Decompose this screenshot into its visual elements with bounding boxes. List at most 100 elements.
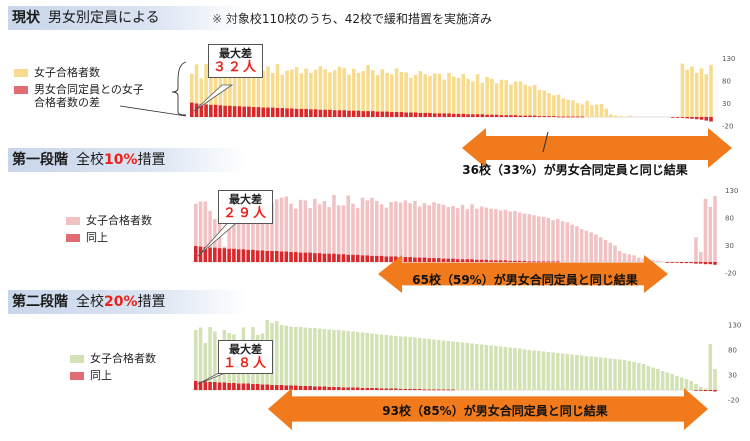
bar-girls-passed — [708, 207, 713, 262]
bar-gap — [522, 260, 527, 262]
bar-girls-passed — [536, 216, 541, 262]
bar-gap — [285, 108, 289, 117]
y-tick-label: 130 — [728, 322, 741, 330]
bar-girls-passed — [599, 103, 604, 117]
bar-girls-passed — [255, 200, 260, 262]
bar-girls-passed — [699, 68, 704, 117]
bar-girls-passed — [232, 204, 236, 262]
bar-gap — [428, 112, 432, 117]
bar-gap — [290, 108, 294, 117]
bar-gap — [275, 108, 280, 117]
bar-gap — [699, 117, 704, 120]
bar-girls-passed — [341, 205, 346, 262]
bar-gap — [461, 113, 466, 117]
bar-girls-passed — [703, 388, 708, 390]
bar-girls-passed — [532, 85, 537, 117]
bar-gap — [427, 389, 431, 391]
bar-girls-passed — [503, 347, 508, 390]
bar-gap — [332, 253, 336, 262]
bar-gap — [342, 110, 346, 117]
bar-gap — [679, 262, 684, 264]
bar-gap — [571, 116, 575, 118]
bar-girls-passed — [375, 200, 379, 262]
bar-gap — [575, 116, 580, 118]
bar-gap — [313, 253, 317, 262]
bar-gap — [389, 388, 393, 390]
bar-girls-passed — [289, 326, 293, 390]
bar-girls-passed — [417, 206, 422, 262]
y-tick-label: 130 — [725, 187, 738, 195]
bar-gap — [504, 115, 508, 117]
bar-girls-passed — [447, 72, 451, 117]
bar-gap — [671, 117, 675, 118]
bar-gap — [370, 388, 374, 390]
bar-girls-passed — [490, 78, 494, 117]
bar-girls-passed — [365, 333, 370, 390]
bar-gap — [270, 251, 274, 262]
bar-girls-passed — [566, 99, 570, 117]
bar-gap — [432, 113, 437, 117]
bar-gap — [698, 390, 703, 391]
bar-gap — [298, 386, 303, 390]
bar-girls-passed — [508, 211, 512, 262]
bar-gap — [413, 389, 417, 390]
bar-girls-passed — [342, 67, 346, 117]
bar-girls-passed — [622, 360, 627, 390]
bar-girls-passed — [589, 356, 593, 390]
bar-girls-passed — [389, 202, 393, 262]
bar-girls-passed — [341, 330, 346, 390]
bar-gap — [670, 262, 674, 263]
bar-gap — [422, 389, 427, 391]
bar-gap — [260, 250, 265, 262]
bar-gap — [241, 249, 246, 262]
y-tick-label: 80 — [725, 215, 734, 223]
bar-girls-passed — [336, 205, 341, 262]
result-text-stage1: 65校（59%）が男女合同定員と同じ結果 — [412, 273, 638, 287]
bar-gap — [552, 116, 556, 117]
bar-girls-passed — [432, 202, 436, 262]
bar-girls-passed — [203, 343, 208, 390]
bar-girls-passed — [356, 72, 361, 117]
bar-gap — [294, 385, 298, 390]
bar-girls-passed — [194, 330, 198, 390]
bar-gap — [432, 258, 436, 262]
bar-girls-passed — [371, 70, 375, 117]
bar-gap — [441, 258, 446, 262]
chart-current: 130 80 30 -20 — [119, 55, 735, 168]
bar-gap — [561, 116, 566, 118]
bar-girls-passed — [309, 72, 313, 117]
bar-girls-passed — [408, 203, 412, 262]
bar-gap — [542, 116, 547, 117]
bar-girls-passed — [265, 209, 270, 262]
bar-gap — [684, 262, 689, 264]
bar-gap — [289, 385, 293, 390]
bar-girls-passed — [541, 216, 546, 262]
bar-girls-passed — [479, 206, 484, 262]
bar-gap — [346, 387, 350, 390]
bar-girls-passed — [360, 332, 365, 390]
bar-gap — [327, 387, 331, 390]
bar-girls-passed — [575, 355, 579, 390]
bar-gap — [213, 247, 217, 262]
bar-girls-passed — [547, 93, 551, 117]
bar-girls-passed — [613, 245, 617, 262]
legend-label-girls: 女子合格者数 — [34, 66, 100, 79]
bar-gap — [194, 381, 198, 390]
bar-girls-passed — [327, 207, 331, 262]
bar-gap — [456, 113, 461, 117]
section-title-current: 現状 男女別定員による — [8, 6, 247, 30]
bar-gap — [360, 388, 365, 390]
bar-girls-passed — [408, 337, 412, 390]
y-tick-label: 30 — [728, 372, 737, 380]
bar-gap — [485, 114, 489, 117]
bar-girls-passed — [417, 338, 422, 390]
bar-girls-passed — [260, 207, 265, 262]
bar-girls-passed — [452, 76, 456, 117]
bar-gap — [336, 387, 341, 390]
bar-gap — [251, 384, 255, 390]
bar-girls-passed — [465, 343, 470, 390]
bar-gap — [447, 113, 451, 117]
bar-girls-passed — [690, 66, 694, 117]
bar-girls-passed — [670, 374, 674, 390]
bar-girls-passed — [390, 74, 394, 117]
